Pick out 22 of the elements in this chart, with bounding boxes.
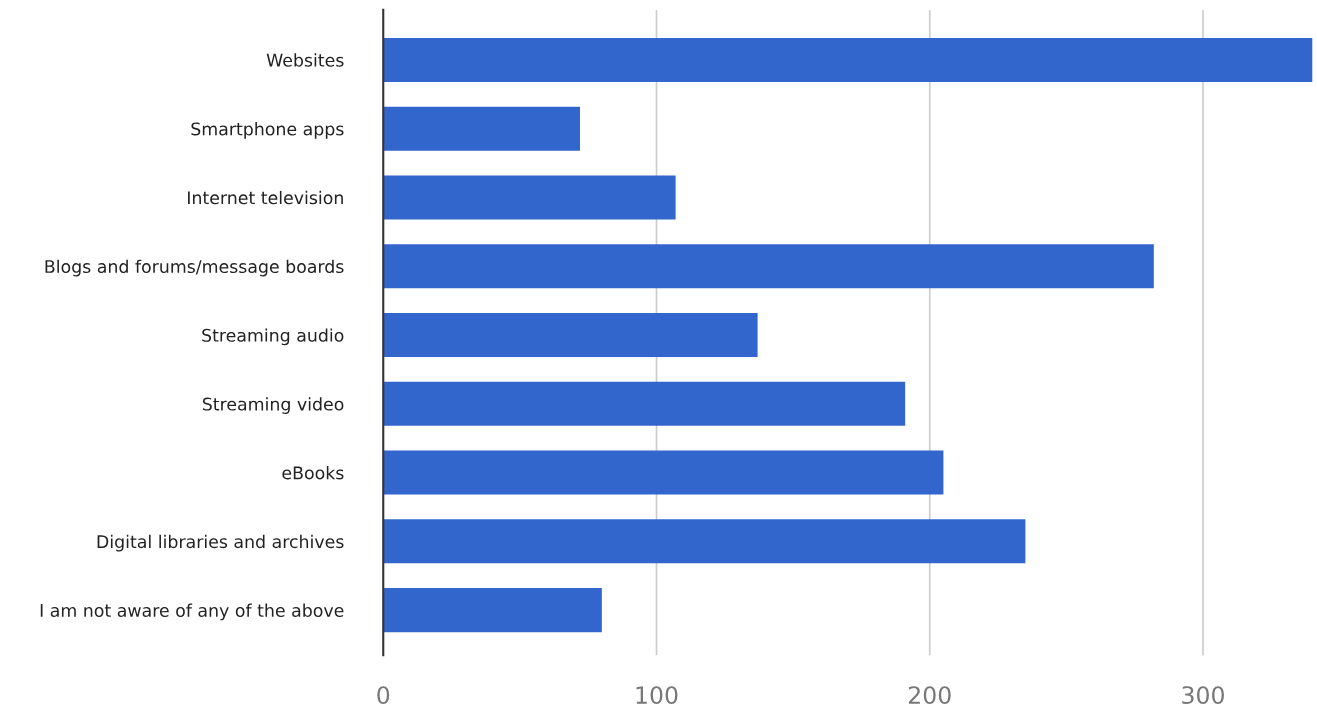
bar [383,588,602,633]
bar [383,381,906,426]
bar [383,519,1026,564]
bar [383,106,580,151]
bar [383,244,1154,289]
x-tick-label: 200 [908,686,951,704]
y-tick-label: eBooks [282,465,344,480]
y-tick-label: Websites [266,53,344,67]
y-tick-label: Smartphone apps [191,122,344,139]
x-tick-label: 100 [636,686,678,704]
x-tick-label: 300 [1182,686,1224,704]
y-tick-label: Streaming audio [202,328,344,346]
y-tick-label: Blogs and forums/message boards [45,259,344,277]
bar [383,312,758,358]
y-tick-label: I am not aware of any of the above [40,603,344,621]
bar [383,37,1313,82]
x-tick-label: 0 [377,686,390,704]
bar [383,450,944,495]
y-tick-label: Internet television [188,190,343,205]
y-tick-label: Streaming video [202,397,344,414]
y-tick-label: Digital libraries and archives [97,534,344,552]
bar [383,175,676,220]
